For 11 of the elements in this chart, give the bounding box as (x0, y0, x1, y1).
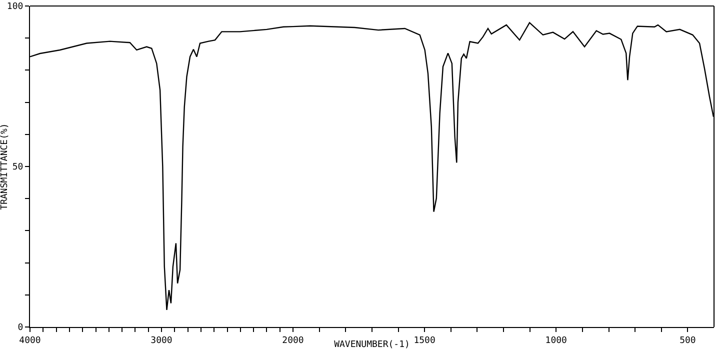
x-tick-label: 2000 (282, 336, 304, 346)
x-tick-label: 1000 (545, 336, 567, 346)
x-tick-label: 1500 (414, 336, 436, 346)
y-tick-label: 100 (6, 2, 24, 12)
x-tick-label: 3000 (150, 336, 172, 346)
y-tick-label: 50 (12, 162, 24, 173)
y-tick-label: 0 (18, 323, 24, 334)
x-axis-title: WAVENUMBER(-1) (334, 340, 410, 350)
x-tick-label: 500 (680, 336, 696, 346)
y-axis-title: TRANSMITTANCE(%) (0, 123, 10, 210)
x-tick-label: 4000 (19, 336, 41, 346)
